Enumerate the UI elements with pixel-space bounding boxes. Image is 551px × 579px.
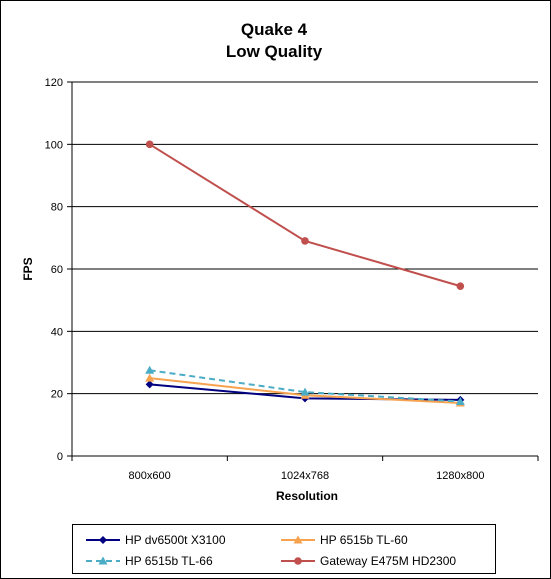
- legend-swatch: [86, 536, 120, 544]
- legend-label: HP 6515b TL-66: [125, 554, 213, 568]
- legend-item: HP 6515b TL-60: [280, 531, 408, 549]
- legend-label: HP 6515b TL-60: [320, 533, 408, 547]
- legend-label: HP dv6500t X3100: [125, 533, 226, 547]
- y-tick-label: 20: [51, 389, 63, 401]
- legend-swatch: [281, 535, 315, 544]
- data-point-series-4: [456, 282, 465, 290]
- data-point-series-3: [145, 365, 155, 374]
- legend: HP dv6500t X3100 HP 6515b TL-60 HP 6515b T…: [72, 524, 496, 574]
- y-tick-label: 0: [57, 451, 63, 463]
- legend-item: HP dv6500t X3100: [85, 531, 226, 549]
- legend-label: Gateway E475M HD2300: [320, 554, 457, 568]
- data-point-series-1: [145, 380, 154, 389]
- data-point-series-4: [301, 237, 309, 245]
- data-point-series-4: [145, 140, 154, 149]
- legend-item: HP 6515b TL-66: [85, 552, 213, 570]
- y-tick-label: 40: [51, 326, 63, 338]
- x-tick-label: 1024x768: [281, 470, 329, 482]
- legend-item: Gateway E475M HD2300: [280, 552, 456, 570]
- series-line-3: [149, 369, 461, 403]
- x-tick-label: 1280x800: [436, 470, 484, 482]
- y-tick-label: 80: [51, 202, 63, 214]
- x-tick-label: 800x600: [129, 470, 171, 482]
- legend-swatch: [281, 557, 315, 565]
- data-point-series-3: [300, 387, 310, 396]
- line-chart: Quake 4 Low Quality 0 20 40 60 80 100 120 800x6…: [21, 20, 539, 503]
- y-axis-label: FPS: [21, 257, 35, 280]
- plot-area: 0 20 40 60 80 100 120 800x600 1024x768 1280x800: [45, 77, 539, 482]
- legend-swatch: [86, 556, 120, 565]
- y-tick-label: 100: [45, 139, 63, 151]
- chart-title-line-1: Quake 4: [241, 20, 308, 39]
- series-line-4: [149, 143, 461, 288]
- y-tick-label: 120: [45, 77, 63, 89]
- chart-title-line-2: Low Quality: [226, 42, 323, 61]
- x-axis-label: Resolution: [276, 489, 338, 503]
- data-point-series-2: [145, 373, 155, 382]
- y-tick-label: 60: [51, 264, 63, 276]
- data-point-series-3: [455, 396, 465, 405]
